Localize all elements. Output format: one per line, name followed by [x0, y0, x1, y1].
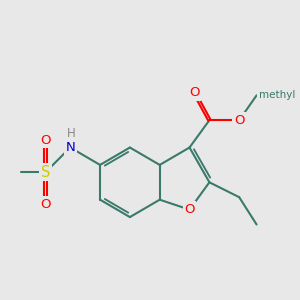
Text: O: O [40, 198, 51, 211]
Text: S: S [41, 165, 50, 180]
Text: O: O [184, 203, 195, 216]
Text: N: N [65, 141, 75, 154]
Text: O: O [189, 86, 200, 99]
Text: O: O [40, 134, 51, 147]
Text: methyl: methyl [259, 90, 296, 100]
Text: H: H [67, 128, 76, 140]
Text: O: O [234, 114, 244, 127]
